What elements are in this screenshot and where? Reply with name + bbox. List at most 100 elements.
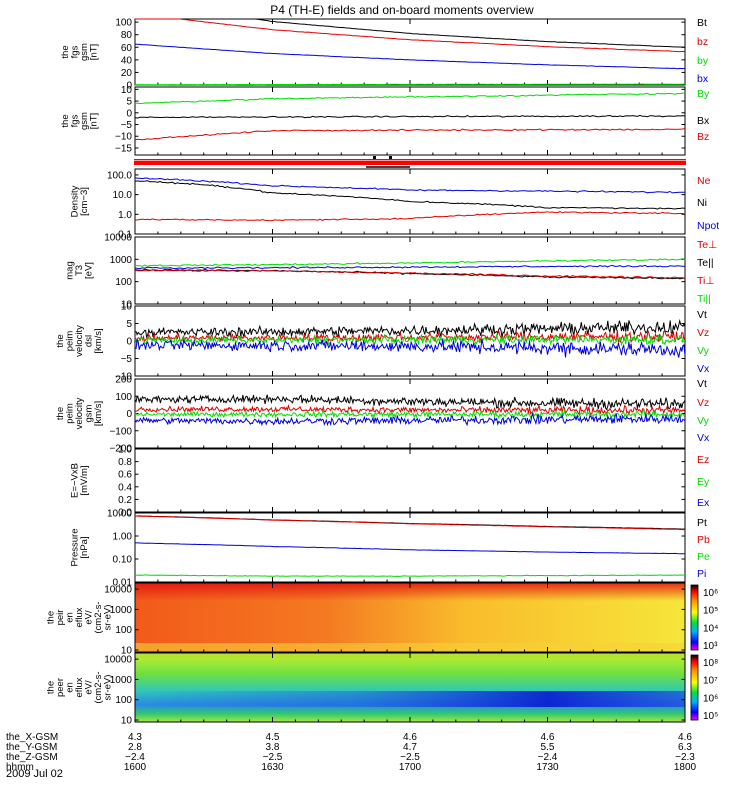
y-axis-label: [nPa] <box>79 536 90 558</box>
y-tick-label: 0.01 <box>113 578 133 589</box>
legend-ey: Ey <box>697 476 710 488</box>
x-annotation-label: hhmm <box>6 762 34 773</box>
y-tick-label: 20 <box>121 68 133 79</box>
y-axis-label: fgs <box>69 114 80 127</box>
y-tick-label: 5 <box>126 97 132 108</box>
x-annotation-label: the_X-GSM <box>6 732 58 743</box>
trace-te|| <box>134 268 686 280</box>
y-tick-label: −100 <box>109 426 132 437</box>
legend-pe: Pe <box>697 551 710 563</box>
legend-ti||: Ti|| <box>697 293 711 305</box>
trace-ti⊥ <box>134 264 686 270</box>
y-tick-label: 1000 <box>110 675 133 686</box>
y-axis-label: T3 <box>74 265 85 276</box>
y-axis-label: peir <box>55 610 66 626</box>
y-axis-label: [mV/m] <box>79 465 90 495</box>
colorbar-label: 10⁸ <box>703 658 718 669</box>
y-tick-label: 60 <box>121 43 133 54</box>
x-annotation-value: 1730 <box>536 762 559 773</box>
x-annotation-value: 5.5 <box>541 742 555 753</box>
legend-npot: Npot <box>697 220 719 232</box>
legend-ex: Ex <box>697 497 710 509</box>
trace-pe <box>134 574 686 577</box>
colorbar-label: 10⁵ <box>703 711 718 722</box>
trace-vx <box>134 337 686 358</box>
y-tick-label: 10000 <box>104 655 132 666</box>
x-annotation-value: 1700 <box>399 762 422 773</box>
y-tick-label: −10 <box>115 132 132 143</box>
y-axis-label: [eV] <box>84 262 95 279</box>
trace-bz <box>134 128 686 141</box>
y-axis-label: the <box>46 611 57 624</box>
colorbar-label: 10⁶ <box>703 693 718 704</box>
y-axis-label: sr-eV) <box>103 675 114 701</box>
legend-ni: Ni <box>697 197 707 209</box>
y-axis-label: the <box>60 114 71 127</box>
legend-ti⊥: Ti⊥ <box>697 275 715 287</box>
legend-vx: Vx <box>697 432 710 444</box>
legend-pt: Pt <box>697 517 707 529</box>
x-annotation-value: 2.8 <box>128 742 142 753</box>
y-tick-label: 10000 <box>104 585 132 596</box>
panel-3: 100.0 10.0 1.0 0.1 Density[cm−3] Ne Ni Npot <box>69 168 719 241</box>
y-tick-label: 0 <box>126 409 132 420</box>
trace-vt <box>134 318 686 339</box>
x-annotation-label: the_Y-GSM <box>6 742 57 753</box>
y-axis-label: eflux <box>74 677 85 697</box>
y-tick-label: 100.0 <box>107 170 132 181</box>
x-annotation-value: 6.3 <box>678 742 692 753</box>
x-annotation-value: −2.5 <box>400 752 420 763</box>
y-tick-label: 0.4 <box>118 482 132 493</box>
y-tick-label: 100 <box>115 625 132 636</box>
colorbar-label: 10³ <box>703 641 718 652</box>
trace-ti|| <box>134 258 686 267</box>
x-annotation-value: 1800 <box>674 762 697 773</box>
colorbar-label: 10⁴ <box>703 623 718 634</box>
y-tick-label: 10 <box>121 85 133 96</box>
x-annotation-label: the_Z-GSM <box>6 752 58 763</box>
legend-vx: Vx <box>697 363 710 375</box>
y-tick-label: 10 <box>121 300 133 311</box>
y-tick-label: 1000 <box>110 255 133 266</box>
legend-bt: Bt <box>697 17 707 29</box>
y-tick-label: 0.10 <box>113 555 133 566</box>
date-label: 2009 Jul 02 <box>6 768 63 780</box>
y-tick-label: 100 <box>115 695 132 706</box>
colorbar-label: 10⁷ <box>703 676 718 687</box>
y-tick-label: 0.0 <box>118 508 132 519</box>
y-axis-label: the <box>55 407 66 420</box>
x-annotation-value: −2.4 <box>125 752 145 763</box>
trace-bt <box>135 18 686 48</box>
trace-pi <box>135 542 686 555</box>
y-axis-label: mag <box>65 261 76 279</box>
legend-vz: Vz <box>697 397 709 409</box>
trace-by <box>134 92 686 105</box>
y-axis-label: the <box>55 334 66 347</box>
legend-vz: Vz <box>697 327 709 339</box>
y-axis-label: the <box>46 681 57 694</box>
y-tick-label: 10 <box>121 646 133 657</box>
y-axis-label: E=−VxB <box>69 463 80 498</box>
y-axis-label: eV/ <box>84 610 95 625</box>
trace-pb <box>134 515 685 531</box>
legend-te||: Te|| <box>697 257 714 269</box>
y-axis-label: [km/s] <box>93 401 104 426</box>
y-tick-label: 100 <box>115 18 132 29</box>
quality-flag-marker <box>389 156 392 159</box>
colorbar-label: 10⁶ <box>703 588 718 599</box>
y-tick-label: 40 <box>121 55 133 66</box>
legend-vt: Vt <box>697 309 707 321</box>
y-tick-label: 0.1 <box>118 230 132 241</box>
y-axis-label: dsl <box>84 335 95 347</box>
colorbar <box>690 654 699 721</box>
y-axis-label: peer <box>55 678 66 697</box>
y-tick-label: 10000 <box>104 233 132 244</box>
legend-vy: Vy <box>697 415 710 427</box>
panel-frame <box>134 86 686 156</box>
panel-frame <box>134 18 686 86</box>
legend-te⊥: Te⊥ <box>697 239 717 251</box>
legend-bz: Bz <box>697 131 709 143</box>
x-annotation-value: −2.4 <box>538 752 558 763</box>
